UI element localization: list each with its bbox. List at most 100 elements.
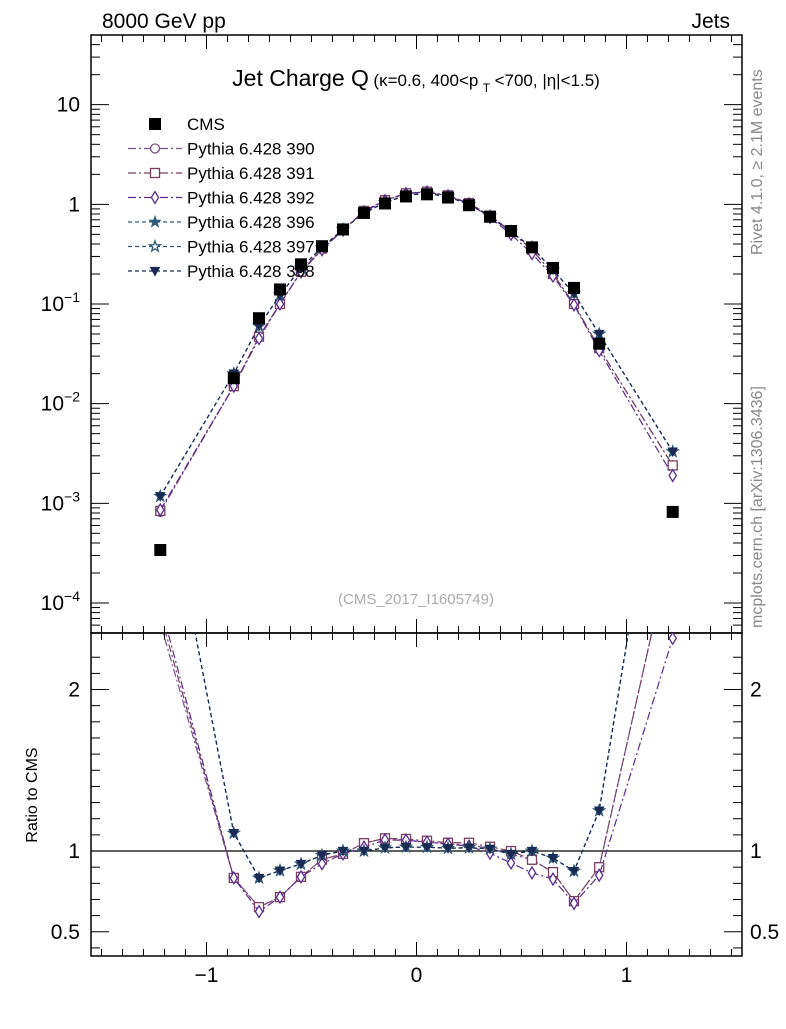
y-tick-label-base: 1	[68, 193, 80, 216]
legend-marker-cms	[149, 118, 161, 130]
cms-data-point	[400, 190, 412, 203]
ratio-3-point	[506, 855, 516, 871]
y-tick-label: 10−1	[41, 289, 81, 316]
legend-label-cms: CMS	[187, 115, 225, 134]
ratio-6-point	[593, 806, 605, 817]
ratio-3-point	[275, 890, 285, 905]
ratio-y-tick-label: 1	[68, 840, 80, 863]
y-tick-label-base: 10	[41, 293, 64, 316]
cms-data-point	[154, 544, 167, 557]
y-tick-label-base: 10	[57, 94, 80, 117]
legend-marker-1	[149, 143, 161, 154]
cms-data-point	[505, 225, 517, 238]
ratio-6-point	[484, 844, 496, 855]
cms-data-point	[421, 188, 433, 201]
ratio-y-tick-label-right: 0.5	[750, 921, 779, 944]
legend-marker-2	[149, 167, 161, 179]
x-tick-label: 1	[621, 964, 633, 987]
chart-title: Jet Charge Q (κ=0.6, 400<p T <700, |η|<1…	[232, 65, 600, 96]
ratio-3-point	[527, 865, 537, 880]
y-tick-label-base: 10	[41, 492, 64, 515]
chart-title-cond-post: <700, |η|<1.5)	[495, 71, 600, 90]
header-left: 8000 GeV pp	[102, 10, 226, 33]
ratio-y-tick-label: 2	[68, 679, 80, 702]
ratio-6-point	[463, 843, 475, 854]
ratio-6-point	[421, 843, 433, 853]
y-tick-label-base: 10	[41, 592, 64, 615]
cms-data-point	[358, 206, 370, 219]
ratio-6-point	[274, 866, 286, 877]
ratio-frame	[90, 632, 743, 957]
y-tick-label-exp: −4	[64, 588, 80, 604]
main-plot-area	[153, 184, 680, 557]
ratio-y-tick-label-right: 1	[750, 840, 762, 863]
y-tick-label-exp: −2	[64, 389, 80, 405]
x-tick-label: −1	[195, 964, 219, 987]
series-6-point	[667, 447, 679, 458]
ratio-panel: −1 0 1 2 2 1 1 0.5 0.5	[51, 632, 779, 987]
ratio-6-point	[295, 859, 307, 870]
legend-label-1: Pythia 6.428 390	[187, 140, 315, 159]
series-3-point	[155, 502, 165, 517]
legend-label-3: Pythia 6.428 392	[187, 189, 315, 208]
cms-data-point	[253, 312, 265, 325]
ratio-6-point	[400, 842, 412, 853]
series-3-point	[569, 297, 579, 312]
legend-label-5: Pythia 6.428 397	[187, 238, 315, 257]
legend-label-2: Pythia 6.428 391	[187, 164, 315, 183]
ratio-y-tick-label-right: 2	[750, 679, 762, 702]
legend-marker-3	[150, 190, 160, 205]
x-tick-label: 0	[411, 964, 423, 987]
cms-data-point	[547, 261, 559, 274]
ratio-3-point	[229, 870, 239, 886]
ratio-3-point	[569, 896, 579, 911]
ratio-2-point	[526, 854, 538, 865]
series-3-point	[275, 296, 285, 312]
ratio-plot-area	[162, 633, 678, 919]
cms-data-point	[274, 283, 286, 296]
series-3-point	[668, 468, 678, 483]
cms-data-point	[666, 505, 679, 518]
y-tick-label-exp: −1	[64, 289, 80, 305]
rivet-label: Rivet 4.1.0, ≥ 2.1M events	[749, 69, 766, 255]
ratio-ylabel: Ratio to CMS	[24, 747, 41, 842]
y-tick-label: 10	[57, 94, 80, 117]
y-tick-label-exp: −3	[64, 488, 80, 504]
cms-data-point	[593, 337, 606, 350]
ratio-6-point	[253, 873, 265, 884]
series-6-point	[593, 329, 605, 340]
mcplots-label: mcplots.cern.ch [arXiv:1306.3436]	[749, 386, 766, 628]
ratio-6-point	[358, 846, 370, 857]
cms-data-point	[227, 372, 240, 385]
y-tick-label: 10−3	[41, 488, 81, 515]
ratio-6-point	[568, 866, 580, 877]
legend-label-6: Pythia 6.428 398	[187, 262, 315, 281]
cms-data-point	[568, 281, 580, 294]
ratio-6-point	[228, 828, 240, 839]
cms-data-point	[379, 197, 391, 210]
ratio-6-point	[379, 843, 391, 854]
chart-title-cond-sub: T	[483, 81, 491, 95]
ratio-6-point	[526, 846, 538, 857]
cms-data-point	[526, 241, 538, 254]
y-tick-label-base: 10	[41, 393, 64, 416]
ratio-6-point	[316, 851, 328, 861]
cms-data-point	[316, 240, 328, 253]
ratio-3-point	[317, 856, 327, 871]
ratio-3-point	[548, 872, 558, 887]
legend-marker-6	[149, 266, 161, 277]
chart-title-cond-pre: (κ=0.6, 400<p	[373, 71, 478, 90]
watermark: (CMS_2017_I1605749)	[338, 591, 494, 608]
ratio-y-tick-label: 0.5	[51, 921, 80, 944]
header-right: Jets	[691, 10, 730, 33]
ratio-6-point	[547, 853, 559, 864]
ratio-6-point	[337, 846, 349, 857]
legend-marker-4	[148, 214, 162, 228]
cms-data-point	[463, 199, 475, 212]
cms-data-point	[295, 258, 307, 271]
ratio-3-point	[254, 904, 264, 919]
legend-marker-5	[147, 238, 163, 253]
